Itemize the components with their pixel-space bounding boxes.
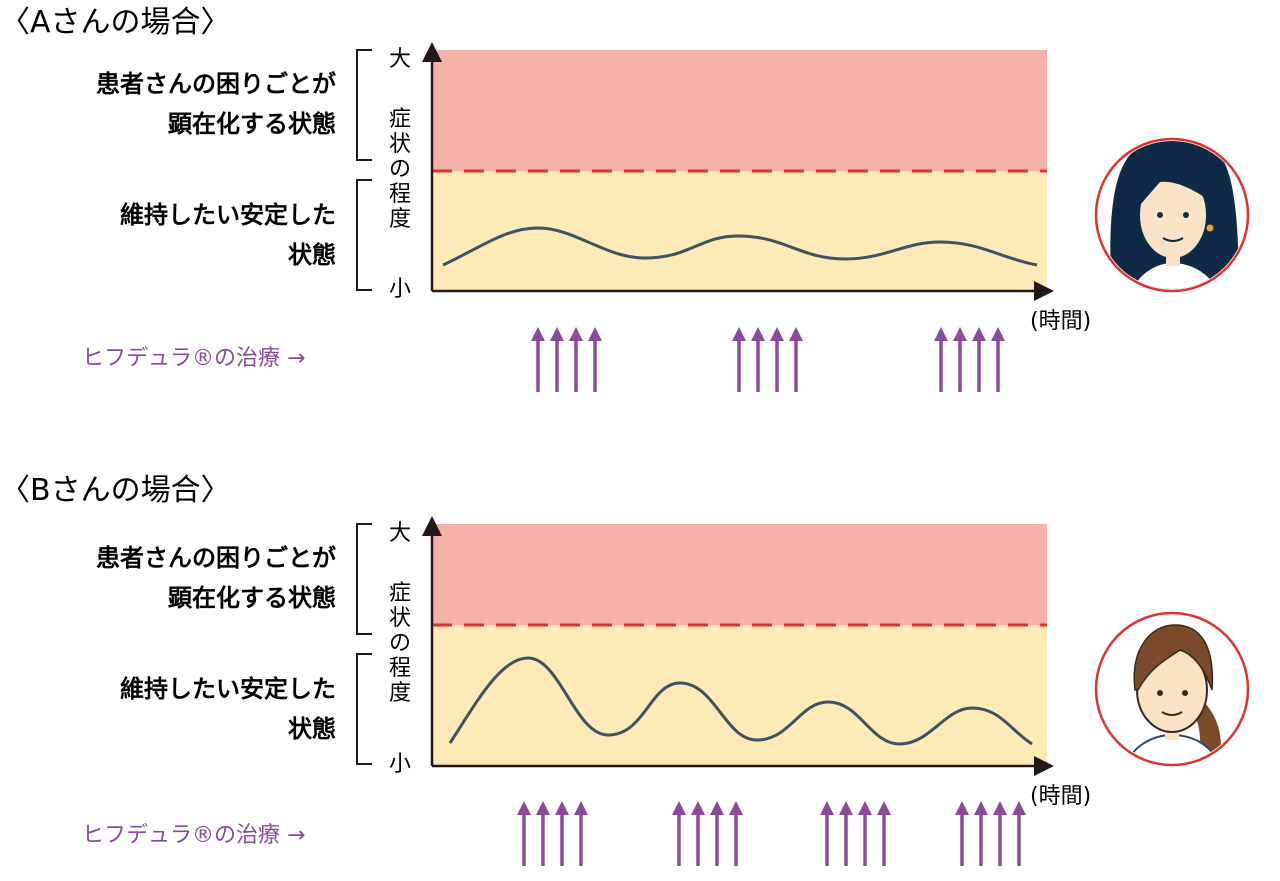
panel-b-y-axis-bottom: 小	[389, 752, 411, 777]
panel-b-y-axis-char: の	[389, 631, 411, 656]
panel-a-upper-bracket	[356, 49, 372, 161]
panel-a-lower-bracket	[356, 179, 372, 291]
panel-a-symptom-curve	[442, 226, 1038, 267]
panel-a-y-axis-char: 度	[389, 207, 411, 232]
panel-a-x-axis-label: (時間)	[1030, 309, 1091, 334]
panel-a-upper-label-line2: 顕在化する状態	[168, 110, 336, 138]
panel-a-treatment-arrows	[531, 327, 1005, 392]
panel-a-y-axis-char: 程	[389, 182, 411, 207]
panel-a-title: 〈Aさんの場合〉	[0, 5, 231, 40]
panel-b-stable-zone	[432, 625, 1047, 766]
panel-b-symptom-curve	[448, 656, 1033, 746]
panel-b-upper-label-line1: 患者さんの困りごとが	[96, 544, 336, 572]
panel-a-lower-label-line2: 状態	[288, 241, 336, 269]
panel-b-x-axis-label: (時間)	[1030, 784, 1091, 809]
panel-b-danger-zone	[432, 524, 1047, 625]
panel-b-treatment-arrows	[517, 801, 1026, 866]
panel-b-y-axis-char: 状	[389, 606, 411, 631]
panel-b: 〈Bさんの場合〉 患者さんの困りごとが 顕在化する状態 維持したい安定した 状態…	[0, 473, 1250, 866]
panel-b-upper-label-line2: 顕在化する状態	[168, 584, 336, 612]
panel-b-lower-label-line2: 状態	[288, 715, 336, 743]
panel-a-y-axis-char: 状	[389, 132, 411, 157]
panel-b-y-axis-top: 大	[389, 521, 411, 546]
panel-b-lower-label-line1: 維持したい安定した	[120, 675, 336, 703]
panel-a-stable-zone	[432, 171, 1047, 291]
woman-brown-hair-ponytail-icon	[1094, 611, 1250, 767]
panel-a-y-axis-bottom: 小	[389, 277, 411, 302]
panel-a-y-axis-char: の	[389, 157, 411, 182]
panel-b-treatment-label: ヒフデュラ®の治療 →	[82, 823, 305, 848]
panel-a: 〈Aさんの場合〉 患者さんの困りごとが 顕在化する状態 維持したい安定した 状態…	[0, 5, 1250, 392]
panel-b-y-axis-char: 度	[389, 681, 411, 706]
woman-dark-long-hair-icon	[1094, 137, 1250, 293]
panel-b-title: 〈Bさんの場合〉	[0, 473, 231, 508]
panel-a-lower-label-line1: 維持したい安定した	[120, 201, 336, 229]
panel-b-y-axis-char: 程	[389, 656, 411, 681]
panel-a-y-axis-char: 症	[389, 107, 411, 132]
panel-a-upper-label-line1: 患者さんの困りごとが	[96, 70, 336, 98]
panel-b-upper-bracket	[356, 523, 372, 635]
panel-a-treatment-label: ヒフデュラ®の治療 →	[82, 346, 305, 371]
panel-a-y-axis-top: 大	[389, 47, 411, 72]
panel-b-y-axis-char: 症	[389, 581, 411, 606]
panel-a-danger-zone	[432, 50, 1047, 171]
panel-b-lower-bracket	[356, 653, 372, 765]
